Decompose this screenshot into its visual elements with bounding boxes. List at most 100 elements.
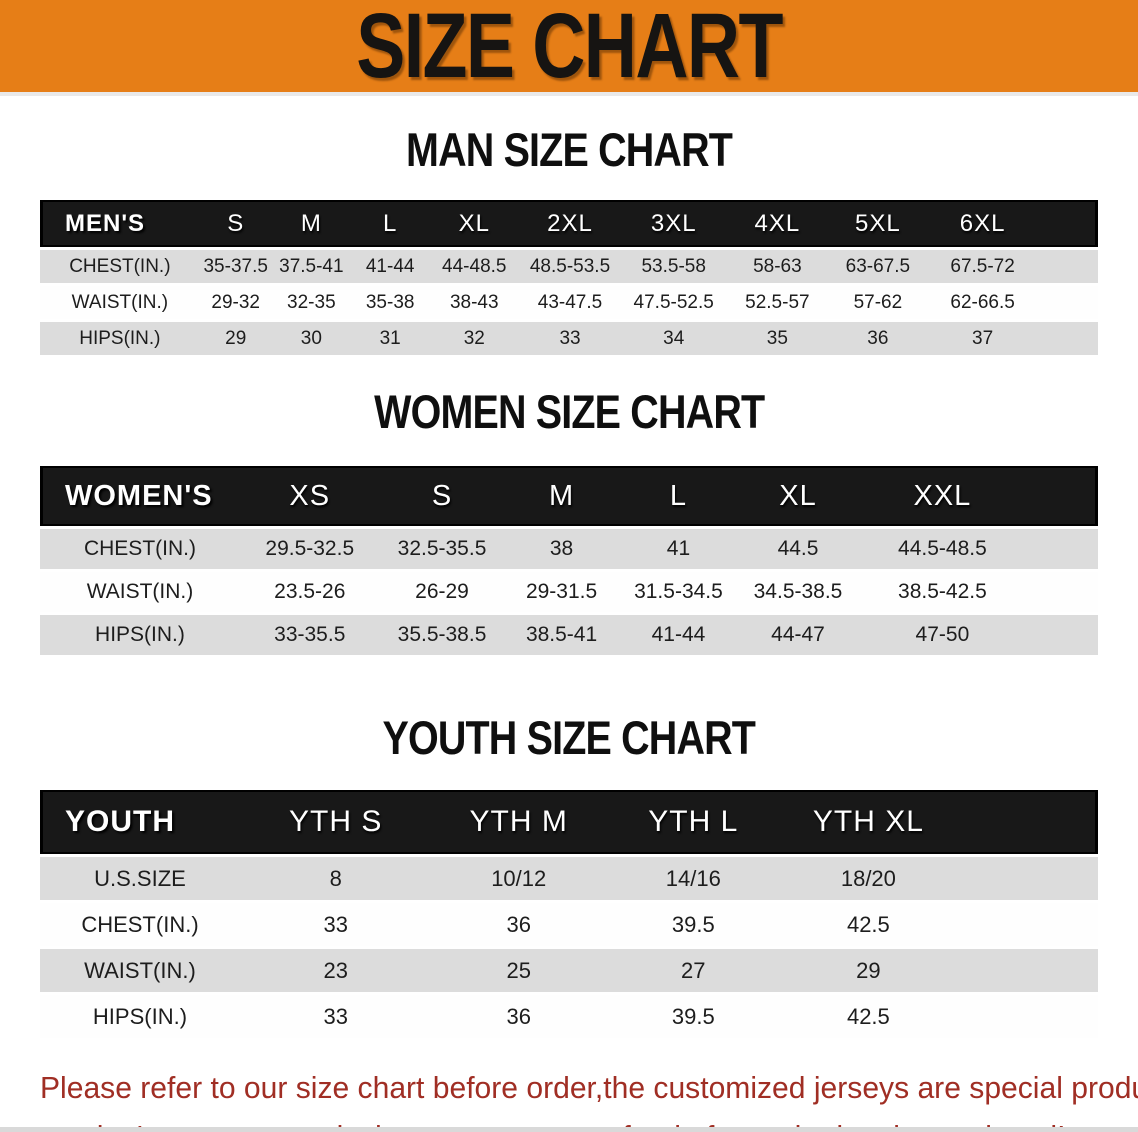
women-cell-1-5: 38.5-42.5 (857, 572, 1028, 612)
men-table-header-row: MEN'S S M L XL 2XL 3XL 4XL 5XL 6XL (40, 200, 1098, 247)
youth-cell-0-0: 8 (239, 857, 432, 900)
women-column-header-1: S (379, 466, 505, 526)
youth-table-corner-label: YOUTH (40, 790, 240, 854)
women-cell-0-1: 32.5-35.5 (379, 529, 505, 569)
men-cell-0-3: 44-48.5 (429, 250, 520, 283)
youth-size-chart-section: YOUTH SIZE CHART YOUTH YTH S YTH M YTH L YTH … (0, 658, 1138, 1041)
women-chart-heading-text: WOMEN SIZE CHART (373, 385, 765, 438)
men-cell-1-0: 29-32 (199, 286, 272, 319)
youth-cell-0-1: 10/12 (431, 857, 606, 900)
youth-cell-0-3: 18/20 (780, 857, 957, 900)
men-cell-2-0: 29 (199, 322, 272, 355)
women-cell-2-1: 35.5-38.5 (379, 615, 505, 655)
men-column-header-8: 6XL (927, 200, 1038, 247)
men-row-spacer-cell (1037, 250, 1098, 283)
men-cell-2-2: 31 (351, 322, 430, 355)
youth-cell-3-3: 42.5 (780, 995, 957, 1038)
men-cell-0-0: 35-37.5 (199, 250, 272, 283)
disclaimer-line-1: Please refer to our size chart before or… (40, 1070, 1138, 1105)
men-cell-1-6: 52.5-57 (726, 286, 829, 319)
men-cell-1-4: 43-47.5 (519, 286, 621, 319)
women-cell-2-2: 38.5-41 (504, 615, 619, 655)
youth-cell-2-3: 29 (780, 949, 957, 992)
men-size-chart-section: MAN SIZE CHART MEN'S S M L XL 2XL 3XL 4XL 5XL 6XL C… (0, 96, 1138, 358)
women-row-spacer-cell (1027, 529, 1098, 569)
women-cell-2-3: 41-44 (618, 615, 739, 655)
youth-row-spacer-cell (956, 903, 1098, 946)
women-cell-0-3: 41 (618, 529, 739, 569)
men-cell-1-2: 35-38 (351, 286, 430, 319)
men-table-row-1: WAIST(IN.) 29-32 32-35 35-38 38-43 43-47.5 47.… (40, 286, 1098, 319)
women-column-header-3: L (618, 466, 739, 526)
women-table-row-1: WAIST(IN.) 23.5-26 26-29 29-31.5 31.5-34.5 34… (40, 572, 1098, 612)
men-row-spacer-cell (1037, 286, 1098, 319)
women-cell-1-4: 34.5-38.5 (738, 572, 858, 612)
women-column-header-2: M (504, 466, 619, 526)
women-cell-1-2: 29-31.5 (504, 572, 619, 612)
men-cell-1-7: 57-62 (828, 286, 928, 319)
men-size-table: MEN'S S M L XL 2XL 3XL 4XL 5XL 6XL CHEST(IN.) 35-37… (40, 197, 1098, 358)
men-table-row-0: CHEST(IN.) 35-37.5 37.5-41 41-44 44-48.5 48.5… (40, 250, 1098, 283)
youth-cell-0-2: 14/16 (606, 857, 781, 900)
youth-column-header-1: YTH M (431, 790, 606, 854)
women-row-label-0: CHEST(IN.) (40, 529, 240, 569)
men-row-spacer-cell (1037, 322, 1098, 355)
women-cell-0-2: 38 (504, 529, 619, 569)
men-column-header-4: 2XL (519, 200, 621, 247)
men-cell-2-7: 36 (828, 322, 928, 355)
men-table-row-2: HIPS(IN.) 29 30 31 32 33 34 35 36 37 (40, 322, 1098, 355)
men-cell-2-5: 34 (620, 322, 727, 355)
women-cell-1-1: 26-29 (379, 572, 505, 612)
men-cell-2-3: 32 (429, 322, 520, 355)
youth-row-spacer-cell (956, 857, 1098, 900)
men-column-header-0: S (199, 200, 272, 247)
women-column-header-5: XXL (857, 466, 1028, 526)
men-cell-1-8: 62-66.5 (927, 286, 1038, 319)
men-row-label-0: CHEST(IN.) (40, 250, 200, 283)
women-cell-1-0: 23.5-26 (239, 572, 380, 612)
women-row-label-2: HIPS(IN.) (40, 615, 240, 655)
youth-header-spacer-cell (956, 790, 1098, 854)
women-cell-0-4: 44.5 (738, 529, 858, 569)
women-header-spacer-cell (1027, 466, 1098, 526)
women-cell-2-4: 44-47 (738, 615, 858, 655)
men-column-header-7: 5XL (828, 200, 928, 247)
youth-row-label-2: WAIST(IN.) (40, 949, 240, 992)
men-cell-0-4: 48.5-53.5 (519, 250, 621, 283)
men-cell-2-4: 33 (519, 322, 621, 355)
banner-title: SIZE CHART (356, 0, 783, 97)
men-cell-0-7: 63-67.5 (828, 250, 928, 283)
men-column-header-6: 4XL (726, 200, 829, 247)
men-cell-0-5: 53.5-58 (620, 250, 727, 283)
men-chart-heading: MAN SIZE CHART (0, 96, 1138, 197)
women-column-header-4: XL (738, 466, 858, 526)
size-chart-sections: MAN SIZE CHART MEN'S S M L XL 2XL 3XL 4XL 5XL 6XL C… (0, 96, 1138, 1041)
youth-table-row-3: HIPS(IN.) 33 36 39.5 42.5 (40, 995, 1098, 1038)
women-table-header-row: WOMEN'S XS S M L XL XXL (40, 466, 1098, 526)
men-column-header-1: M (271, 200, 352, 247)
men-table-corner-label: MEN'S (40, 200, 200, 247)
men-cell-2-8: 37 (927, 322, 1038, 355)
youth-row-spacer-cell (956, 949, 1098, 992)
disclaimer: Please refer to our size chart before or… (40, 1063, 1138, 1132)
women-table-row-2: HIPS(IN.) 33-35.5 35.5-38.5 38.5-41 41-44 44-… (40, 615, 1098, 655)
youth-table-header-row: YOUTH YTH S YTH M YTH L YTH XL (40, 790, 1098, 854)
youth-cell-3-2: 39.5 (606, 995, 781, 1038)
women-row-spacer-cell (1027, 615, 1098, 655)
youth-table-row-1: CHEST(IN.) 33 36 39.5 42.5 (40, 903, 1098, 946)
youth-cell-3-1: 36 (431, 995, 606, 1038)
youth-cell-1-3: 42.5 (780, 903, 957, 946)
youth-cell-1-2: 39.5 (606, 903, 781, 946)
men-cell-1-1: 32-35 (271, 286, 352, 319)
men-column-header-3: XL (429, 200, 520, 247)
men-column-header-2: L (351, 200, 430, 247)
youth-chart-heading: YOUTH SIZE CHART (0, 658, 1138, 787)
youth-column-header-2: YTH L (606, 790, 781, 854)
men-cell-0-2: 41-44 (351, 250, 430, 283)
women-table-corner-label: WOMEN'S (40, 466, 240, 526)
youth-row-label-1: CHEST(IN.) (40, 903, 240, 946)
youth-row-label-3: HIPS(IN.) (40, 995, 240, 1038)
women-cell-0-0: 29.5-32.5 (239, 529, 380, 569)
youth-chart-heading-text: YOUTH SIZE CHART (382, 711, 756, 764)
women-cell-1-3: 31.5-34.5 (618, 572, 739, 612)
